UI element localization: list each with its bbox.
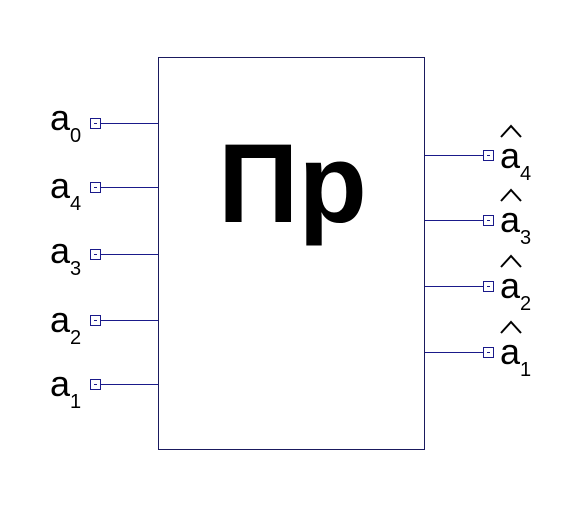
input-pin-4[interactable] — [90, 379, 101, 390]
input-wire-0 — [101, 123, 158, 124]
input-index-4: 1 — [70, 391, 82, 413]
converter-block: Пр — [158, 57, 425, 450]
output-pin-3[interactable] — [483, 347, 494, 358]
output-index-0: 4 — [520, 163, 532, 185]
output-pin-1[interactable] — [483, 215, 494, 226]
input-pin-2[interactable] — [90, 249, 101, 260]
output-wire-2 — [425, 286, 483, 287]
input-index-2: 3 — [70, 258, 82, 280]
block-title: Пр — [218, 121, 367, 246]
output-index-2: 2 — [520, 293, 532, 315]
input-pin-3[interactable] — [90, 315, 101, 326]
output-pin-0[interactable] — [483, 150, 494, 161]
output-wire-1 — [425, 220, 483, 221]
input-label-0: a0 — [50, 97, 82, 148]
output-pin-2[interactable] — [483, 281, 494, 292]
output-index-3: 1 — [520, 359, 532, 381]
output-index-1: 3 — [520, 227, 532, 249]
input-label-2: a3 — [50, 230, 82, 281]
input-label-1: a4 — [50, 165, 82, 216]
input-index-0: 0 — [70, 125, 82, 147]
input-index-3: 2 — [70, 327, 82, 349]
input-label-3: a2 — [50, 299, 82, 350]
input-pin-0[interactable] — [90, 118, 101, 129]
input-wire-3 — [101, 320, 158, 321]
input-wire-2 — [101, 254, 158, 255]
input-index-1: 4 — [70, 193, 82, 215]
output-wire-3 — [425, 352, 483, 353]
input-wire-4 — [101, 384, 158, 385]
output-wire-0 — [425, 155, 483, 156]
input-pin-1[interactable] — [90, 182, 101, 193]
input-wire-1 — [101, 187, 158, 188]
input-label-4: a1 — [50, 363, 82, 414]
